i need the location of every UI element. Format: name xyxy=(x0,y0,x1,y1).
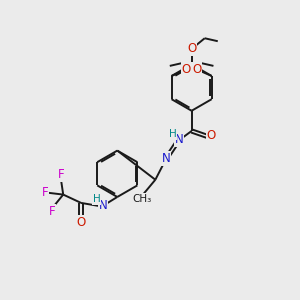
Text: O: O xyxy=(76,216,86,229)
Text: O: O xyxy=(182,63,191,76)
Text: F: F xyxy=(58,169,64,182)
Text: F: F xyxy=(41,186,48,199)
Text: F: F xyxy=(49,205,55,218)
Text: O: O xyxy=(207,129,216,142)
Text: N: N xyxy=(99,199,107,212)
Text: CH₃: CH₃ xyxy=(132,194,151,204)
Text: O: O xyxy=(187,42,196,56)
Text: H: H xyxy=(93,194,101,204)
Text: H: H xyxy=(169,129,176,139)
Text: N: N xyxy=(162,152,170,165)
Text: O: O xyxy=(192,63,202,76)
Text: N: N xyxy=(175,133,184,146)
